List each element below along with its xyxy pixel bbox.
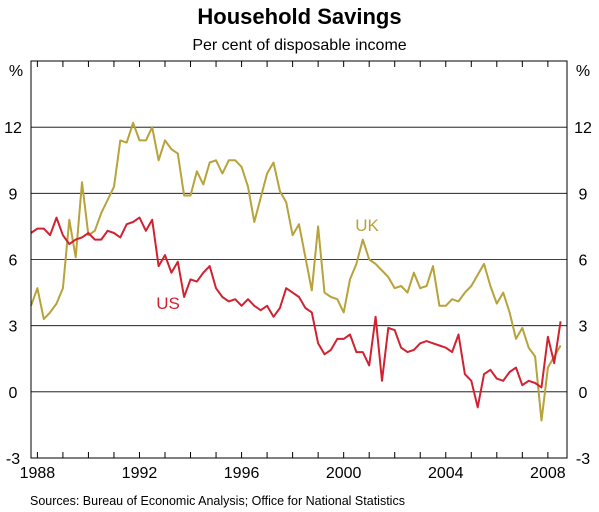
x-ticks: 1988 1992 1996 2000 2004 2008 <box>20 61 566 482</box>
y-tick-label-right: 3 <box>579 319 588 336</box>
y-tick-label-left: 12 <box>4 120 22 137</box>
right-axis-unit: % <box>576 63 590 80</box>
y-ticks-left: -3 0 3 6 9 12 <box>4 120 22 468</box>
y-tick-label-left: 9 <box>9 186 18 203</box>
gridlines <box>31 126 567 393</box>
y-tick-label-right: 6 <box>579 253 588 270</box>
x-tick-label: 2008 <box>530 465 566 482</box>
source-note: Sources: Bureau of Economic Analysis; Of… <box>30 494 405 508</box>
series-lines <box>30 121 562 422</box>
series-line-uk <box>30 121 562 422</box>
y-ticks-right: -3 0 3 6 9 12 <box>574 120 592 468</box>
y-tick-label-right: -3 <box>576 451 590 468</box>
left-axis-unit: % <box>9 63 23 80</box>
y-tick-label-left: 6 <box>9 253 18 270</box>
y-tick-label-right: 9 <box>579 186 588 203</box>
x-tick-label: 2000 <box>326 465 362 482</box>
x-tick-label: 1988 <box>20 465 56 482</box>
x-tick-label: 2004 <box>428 465 464 482</box>
y-tick-label-left: -3 <box>6 451 20 468</box>
series-label-uk: UK <box>355 216 379 235</box>
chart-title: Household Savings <box>197 4 401 29</box>
series-label-us: US <box>156 294 180 313</box>
y-tick-label-left: 3 <box>9 319 18 336</box>
plot-frame <box>30 60 568 459</box>
y-tick-label-left: 0 <box>9 385 18 402</box>
x-tick-label: 1992 <box>122 465 158 482</box>
y-tick-label-right: 12 <box>574 120 592 137</box>
y-tick-label-right: 0 <box>579 385 588 402</box>
x-tick-label: 1996 <box>224 465 260 482</box>
series-line-us <box>30 216 562 409</box>
chart-subtitle: Per cent of disposable income <box>192 37 406 54</box>
